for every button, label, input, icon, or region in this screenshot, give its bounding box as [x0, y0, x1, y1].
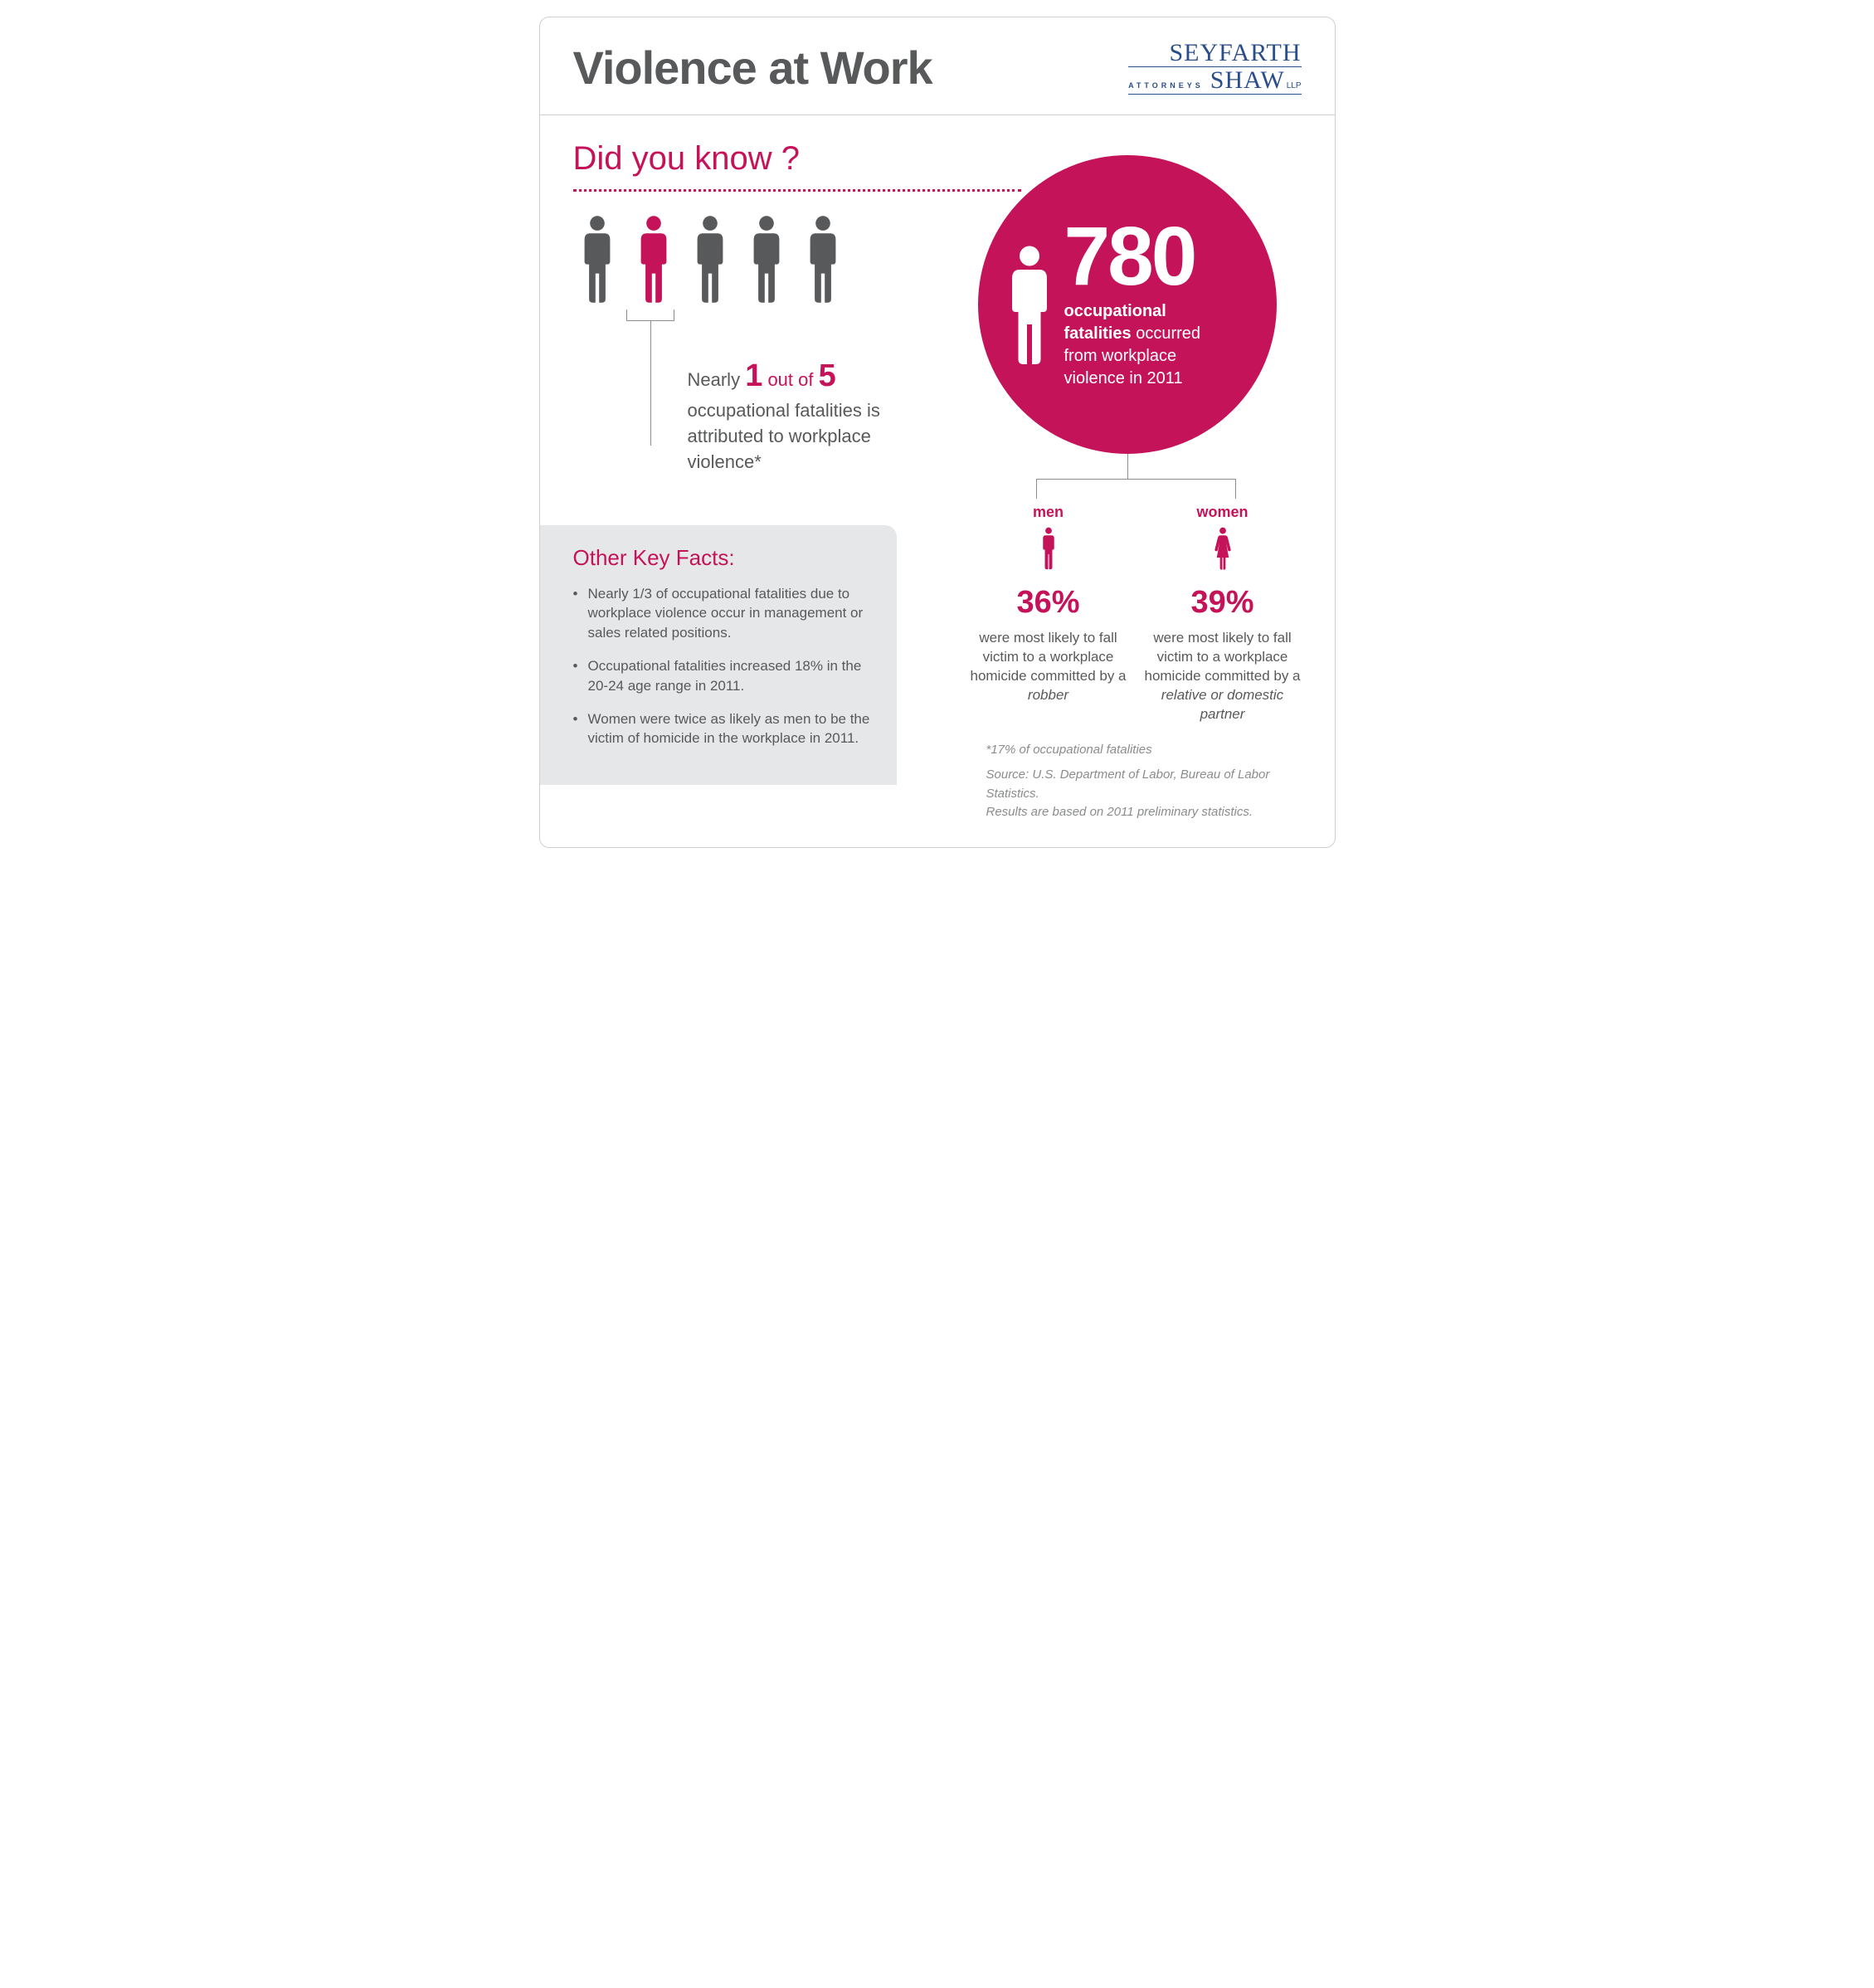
facts-title: Other Key Facts: — [573, 545, 872, 571]
women-pct: 39% — [1144, 585, 1302, 621]
men-text: were most likely to fall victim to a wor… — [970, 629, 1127, 705]
infographic-card: Violence at Work SEYFARTH ATTORNEYS SHAW… — [539, 17, 1336, 848]
ratio-mid: out of — [762, 369, 818, 390]
fact-item: Women were twice as likely as men to be … — [573, 709, 872, 749]
bracket-icon — [626, 309, 674, 321]
facts-list: Nearly 1/3 of occupational fatalities du… — [573, 584, 872, 749]
footnote-source1: Source: U.S. Department of Labor, Bureau… — [986, 766, 1302, 803]
men-pct: 36% — [970, 585, 1127, 621]
footnote-source2: Results are based on 2011 preliminary st… — [986, 803, 1302, 822]
right-column: 780 occupational fatalities occurred fro… — [970, 213, 1302, 822]
person-icon — [577, 213, 618, 305]
branch-connector: men 36% were most likely to fall victim … — [970, 462, 1302, 724]
person-icon — [689, 213, 731, 305]
body: Did you know ? Nearly 1 out of 5 occupat… — [540, 115, 1335, 847]
footnotes: *17% of occupational fatalities Source: … — [970, 741, 1302, 822]
stat-line3: from workplace — [1064, 347, 1177, 365]
page-title: Violence at Work — [573, 41, 932, 95]
man-icon — [1038, 526, 1059, 573]
logo-line2: SHAW — [1210, 68, 1285, 93]
stat-line2a: fatalities — [1064, 324, 1132, 343]
people-pictogram-row — [577, 213, 970, 305]
footnote-star: *17% of occupational fatalities — [986, 741, 1302, 760]
women-text: were most likely to fall victim to a wor… — [1144, 629, 1302, 724]
ratio-statement: Nearly 1 out of 5 occupational fatalitie… — [688, 354, 920, 475]
ratio-denominator: 5 — [819, 358, 836, 393]
ratio-rest: occupational fatalities is attributed to… — [688, 400, 880, 472]
stat-line2b: occurred — [1132, 324, 1200, 343]
header: Violence at Work SEYFARTH ATTORNEYS SHAW… — [540, 17, 1335, 115]
person-icon — [802, 213, 844, 305]
dotted-rule — [573, 189, 1021, 192]
logo: SEYFARTH ATTORNEYS SHAW LLP — [1128, 41, 1301, 95]
men-column: men 36% were most likely to fall victim … — [970, 504, 1127, 724]
logo-line1: SEYFARTH — [1128, 41, 1301, 67]
logo-attorneys: ATTORNEYS — [1128, 82, 1204, 90]
person-icon — [746, 213, 787, 305]
men-label: men — [970, 504, 1127, 521]
woman-icon — [1212, 526, 1234, 573]
fact-item: Nearly 1/3 of occupational fatalities du… — [573, 584, 872, 643]
ratio-prefix: Nearly — [688, 369, 746, 390]
stat-line1: occupational — [1064, 302, 1166, 320]
logo-suffix: LLP — [1287, 82, 1302, 90]
person-icon — [633, 213, 674, 305]
facts-box: Other Key Facts: Nearly 1/3 of occupatio… — [540, 525, 897, 786]
left-column: Nearly 1 out of 5 occupational fatalitie… — [573, 213, 970, 785]
stat-subtext: occupational fatalities occurred from wo… — [1064, 300, 1201, 390]
stat-circle: 780 occupational fatalities occurred fro… — [978, 155, 1277, 454]
person-icon — [1003, 242, 1056, 367]
women-label: women — [1144, 504, 1302, 521]
stat-line4: violence in 2011 — [1064, 369, 1183, 387]
stat-number: 780 — [1064, 219, 1201, 294]
fact-item: Occupational fatalities increased 18% in… — [573, 656, 872, 696]
women-column: women 39% were most likely to fall victi… — [1144, 504, 1302, 724]
ratio-numerator: 1 — [745, 358, 762, 393]
